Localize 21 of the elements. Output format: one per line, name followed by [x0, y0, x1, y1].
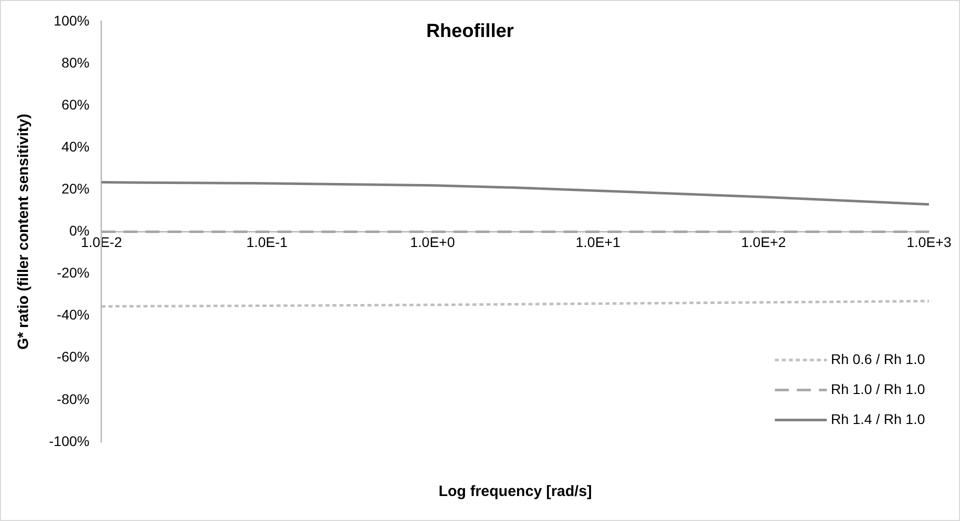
y-tick-label: 60% — [61, 96, 90, 112]
y-tick-label: 20% — [61, 180, 90, 196]
y-tick-label: 40% — [61, 138, 90, 154]
x-tick-label: 1.0E+0 — [410, 234, 456, 250]
y-tick-label: -40% — [56, 306, 90, 323]
y-tick-label: -80% — [56, 390, 90, 407]
y-tick-label: -100% — [49, 432, 90, 449]
x-axis-title: Log frequency [rad/s] — [438, 483, 592, 500]
x-tick-label: 1.0E-1 — [246, 234, 288, 250]
y-tick-label: 100% — [54, 12, 90, 28]
legend-label: Rh 0.6 / Rh 1.0 — [830, 350, 926, 367]
x-tick-label: 1.0E+1 — [576, 234, 621, 250]
y-tick-label: 80% — [61, 54, 90, 70]
x-tick-label: 1.0E+2 — [741, 234, 786, 250]
legend-label: Rh 1.4 / Rh 1.0 — [830, 410, 926, 427]
chart-title: Rheofiller — [426, 21, 514, 42]
y-axis-title: G* ratio (filler content sensitivity) — [15, 114, 32, 350]
y-tick-label: -20% — [56, 264, 90, 281]
x-tick-label: 1.0E+3 — [906, 234, 952, 250]
legend-label: Rh 1.0 / Rh 1.0 — [830, 380, 926, 397]
y-tick-label: -60% — [56, 348, 90, 365]
